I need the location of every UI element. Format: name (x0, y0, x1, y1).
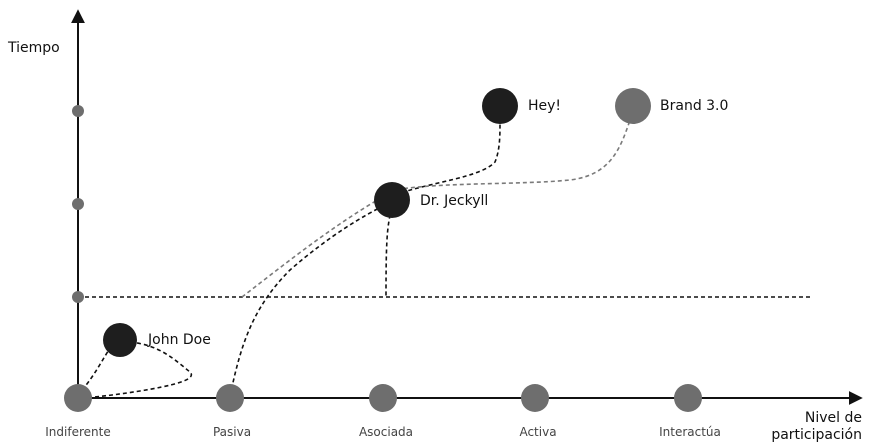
node-label-hey: Hey! (528, 98, 561, 114)
x-axis-label-line1: Nivel de (805, 410, 862, 426)
category-label-interactua: Interactúa (659, 425, 721, 439)
node-john-doe (103, 323, 137, 357)
path-jeckyll-threshold (385, 207, 393, 298)
path-threshold-brand (241, 119, 631, 298)
category-label-pasiva: Pasiva (213, 425, 251, 439)
category-dot-indiferente (64, 384, 92, 412)
category-dot-activa (521, 384, 549, 412)
node-label-dr-jeckyll: Dr. Jeckyll (420, 193, 488, 209)
node-hey (482, 88, 518, 124)
path-john-loop (83, 341, 193, 399)
path-indiferente-john (81, 344, 113, 391)
category-dot-pasiva (216, 384, 244, 412)
x-axis-label-line2: participación (771, 427, 862, 443)
category-label-activa: Activa (519, 425, 556, 439)
node-label-brand-3: Brand 3.0 (660, 98, 728, 114)
node-brand-3 (615, 88, 651, 124)
y-tick-dot (72, 198, 84, 210)
y-tick-dot (72, 105, 84, 117)
category-label-indiferente: Indiferente (45, 425, 110, 439)
path-pasiva-jeckyll (229, 204, 386, 397)
y-axis-label: Tiempo (7, 40, 60, 56)
node-label-john-doe: John Doe (147, 332, 211, 348)
category-dot-interactua (674, 384, 702, 412)
node-dr-jeckyll (374, 182, 410, 218)
category-dot-asociada (369, 384, 397, 412)
category-label-asociada: Asociada (359, 425, 413, 439)
y-tick-dot (72, 291, 84, 303)
path-jeckyll-hey (394, 121, 501, 196)
